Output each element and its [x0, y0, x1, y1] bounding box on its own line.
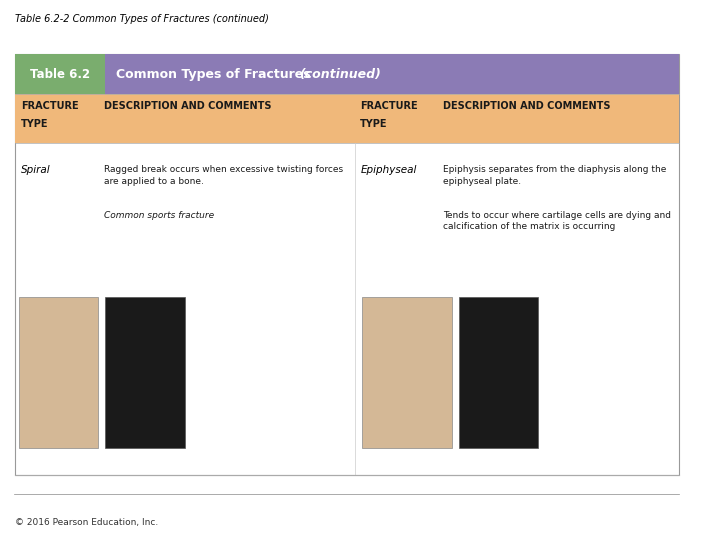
FancyBboxPatch shape	[19, 297, 99, 448]
Text: Table 6.2: Table 6.2	[30, 68, 90, 81]
Text: TYPE: TYPE	[21, 119, 48, 129]
Text: © 2016 Pearson Education, Inc.: © 2016 Pearson Education, Inc.	[15, 518, 158, 528]
Text: Tends to occur where cartilage cells are dying and
calcification of the matrix i: Tends to occur where cartilage cells are…	[444, 211, 672, 232]
Text: FRACTURE: FRACTURE	[21, 101, 78, 111]
Text: FRACTURE: FRACTURE	[360, 101, 418, 111]
Text: TYPE: TYPE	[360, 119, 388, 129]
FancyBboxPatch shape	[105, 297, 185, 448]
FancyBboxPatch shape	[361, 297, 451, 448]
FancyBboxPatch shape	[15, 54, 679, 475]
Text: Table 6.2-2 Common Types of Fractures (continued): Table 6.2-2 Common Types of Fractures (c…	[15, 14, 269, 24]
Text: Epiphysis separates from the diaphysis along the
epiphyseal plate.: Epiphysis separates from the diaphysis a…	[444, 165, 667, 186]
Text: DESCRIPTION AND COMMENTS: DESCRIPTION AND COMMENTS	[104, 101, 271, 111]
Text: Ragged break occurs when excessive twisting forces
are applied to a bone.: Ragged break occurs when excessive twist…	[104, 165, 343, 186]
FancyBboxPatch shape	[15, 94, 679, 143]
FancyBboxPatch shape	[105, 54, 679, 94]
Text: (continued): (continued)	[300, 68, 381, 81]
Text: Common sports fracture: Common sports fracture	[104, 211, 214, 220]
FancyBboxPatch shape	[15, 54, 105, 94]
Text: Common Types of Fractures: Common Types of Fractures	[116, 68, 315, 81]
Text: DESCRIPTION AND COMMENTS: DESCRIPTION AND COMMENTS	[444, 101, 611, 111]
Text: Spiral: Spiral	[21, 165, 50, 175]
Text: Epiphyseal: Epiphyseal	[360, 165, 417, 175]
FancyBboxPatch shape	[459, 297, 539, 448]
